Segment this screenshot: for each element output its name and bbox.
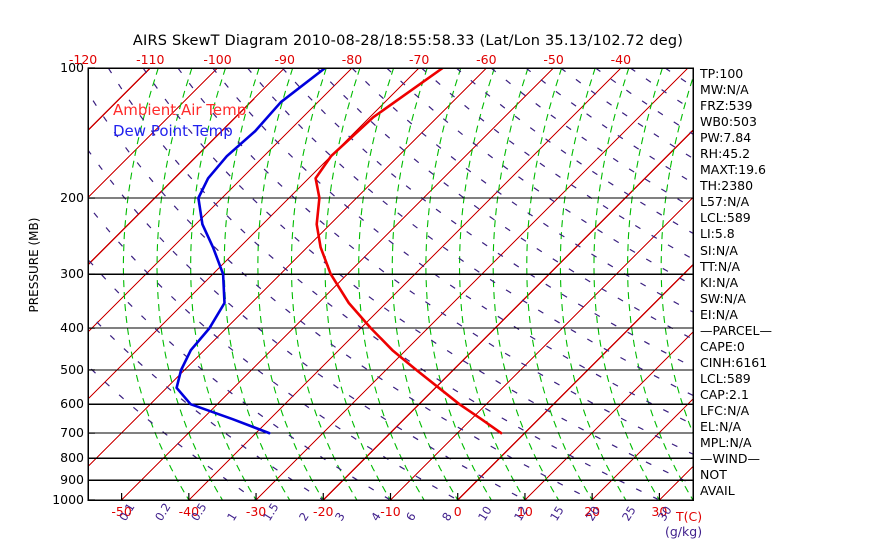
temp-bottom-tick-0: 0: [453, 504, 462, 519]
parameter-mw: MW:N/A: [700, 82, 749, 98]
x-axis-label-mixing-ratio: (g/kg): [665, 524, 703, 539]
page-title: AIRS SkewT Diagram 2010-08-28/18:55:58.3…: [132, 33, 684, 49]
temp-top-tick--100: -100: [203, 52, 232, 67]
pressure-tick-700: 700: [60, 425, 84, 441]
pressure-tick-600: 600: [60, 396, 84, 412]
pressure-tick-900: 900: [60, 472, 84, 488]
parameter-tp: TP:100: [700, 66, 744, 81]
temp-bottom-tick-30: 30: [651, 504, 668, 519]
parameter-wb0: WB0:503: [700, 114, 757, 130]
temp-bottom-tick--50: -50: [111, 504, 132, 519]
temp-top-tick--40: -40: [610, 52, 632, 67]
temp-top-tick--110: -110: [136, 52, 165, 67]
x-axis-label-temperature: T(C): [676, 509, 703, 524]
parameter-frz: FRZ:539: [700, 98, 753, 114]
parameter-lfc: LFC:N/A: [700, 402, 750, 418]
parameter-maxt: MAXT:19.6: [700, 162, 766, 178]
pressure-tick-100: 100: [60, 60, 84, 75]
legend-dew-point-temp: Dew Point Temp: [113, 122, 233, 140]
parameter-lcl: LCL:589: [700, 370, 751, 386]
parameter-th: TH:2380: [700, 178, 754, 194]
temp-top-tick--60: -60: [476, 52, 497, 67]
legend-ambient-air-temp: Ambient Air Temp: [113, 101, 247, 119]
pressure-axis-ticks: 100 200 300 400 500 600 700 800 900 1000: [26, 0, 84, 560]
pressure-tick-200: 200: [60, 190, 84, 206]
pressure-tick-500: 500: [60, 361, 84, 377]
parameter-tt: TT:N/A: [700, 258, 741, 274]
pressure-tick-300: 300: [60, 266, 84, 282]
pressure-tick-400: 400: [60, 320, 84, 336]
parameter-lcl: LCL:589: [700, 210, 751, 226]
pressure-tick-800: 800: [60, 450, 84, 466]
temp-top-tick--50: -50: [543, 52, 564, 67]
parameter-sw: SW:N/A: [700, 290, 746, 306]
parameter-wind: —WIND—: [700, 451, 761, 467]
temp-top-tick--70: -70: [408, 52, 430, 67]
parameter-cape: CAPE:0: [700, 338, 745, 354]
parameter-mpl: MPL:N/A: [700, 435, 752, 451]
temp-bottom-tick-20: 20: [584, 504, 601, 519]
parameter-li: LI:5.8: [700, 226, 735, 242]
pressure-tick-1000: 1000: [52, 492, 84, 507]
parameter-ki: KI:N/A: [700, 274, 739, 290]
parameter-cap: CAP:2.1: [700, 386, 749, 402]
parameter-l57: L57:N/A: [700, 194, 750, 210]
temp-bottom-tick--40: -40: [178, 504, 200, 519]
temp-bottom-tick--30: -30: [245, 504, 267, 519]
parameter-ei: EI:N/A: [700, 306, 738, 322]
parameter-not: NOT: [700, 467, 727, 483]
parameter-parcel: —PARCEL—: [700, 322, 772, 338]
temp-top-tick--90: -90: [274, 52, 295, 67]
parameter-avail: AVAIL: [700, 483, 735, 499]
parameter-cinh: CINH:6161: [700, 354, 768, 370]
parameter-readout-panel: TP:100 MW:N/A FRZ:539 WB0:503 PW:7.84 RH:45.2…: [700, 66, 860, 499]
temp-top-tick--120: -120: [68, 52, 98, 67]
parameter-rh: RH:45.2: [700, 146, 751, 162]
temp-top-tick--80: -80: [341, 52, 363, 67]
parameter-si: SI:N/A: [700, 242, 738, 258]
temp-bottom-tick-10: 10: [516, 504, 533, 519]
parameter-el: EL:N/A: [700, 419, 742, 435]
temp-bottom-tick--10: -10: [380, 504, 401, 519]
parameter-pw: PW:7.84: [700, 130, 752, 146]
temp-bottom-tick--20: -20: [313, 504, 334, 519]
